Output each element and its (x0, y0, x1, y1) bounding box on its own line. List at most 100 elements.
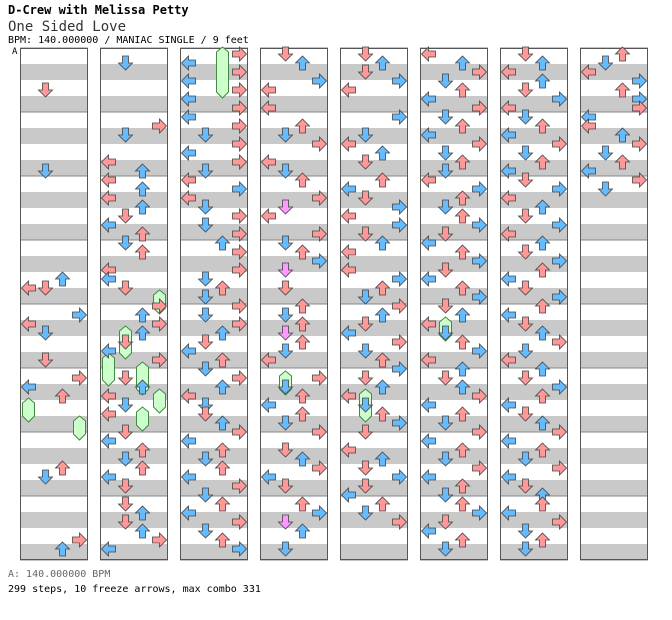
note-left-arrow (20, 379, 36, 395)
note-down-arrow (117, 334, 134, 350)
note-right-arrow (392, 469, 408, 485)
note-left-arrow (580, 163, 596, 179)
note-left-arrow (580, 118, 596, 134)
note-right-arrow (552, 217, 568, 233)
note-down-arrow (197, 397, 214, 413)
note-down-arrow (117, 208, 134, 224)
song-artist-title: D-Crew with Melissa Petty (8, 3, 189, 17)
note-up-arrow (534, 325, 551, 341)
note-left-arrow (340, 208, 356, 224)
beat-band (260, 544, 328, 560)
note-down-arrow (357, 46, 374, 62)
note-right-arrow (472, 505, 488, 521)
chart-meta: BPM: 140.000000 / MANIAC SINGLE / 9 feet (8, 35, 249, 46)
note-down-arrow (517, 109, 534, 125)
column-border (340, 48, 408, 560)
note-right-arrow (72, 307, 88, 323)
beat-band (180, 512, 248, 528)
note-down-arrow (37, 469, 54, 485)
note-left-arrow (500, 271, 516, 287)
note-left-arrow (100, 469, 116, 485)
beat-band (500, 512, 568, 528)
note-right-arrow (552, 253, 568, 269)
beat-band (580, 384, 648, 400)
beat-band (260, 352, 328, 368)
beat-band (20, 416, 88, 432)
beat-band (260, 64, 328, 80)
note-right-arrow (472, 64, 488, 80)
beat-band (500, 320, 568, 336)
note-left-arrow (500, 100, 516, 116)
note-left-arrow (180, 190, 196, 206)
note-right-arrow (152, 118, 168, 134)
beat-band (420, 288, 488, 304)
note-down-arrow (437, 514, 454, 530)
freeze-arrow (136, 406, 149, 432)
note-up-arrow (214, 496, 231, 512)
beat-band (420, 512, 488, 528)
beat-band (260, 160, 328, 176)
note-down-arrow (197, 163, 214, 179)
beat-band (500, 160, 568, 176)
note-up-arrow (214, 532, 231, 548)
note-down-arrow (37, 352, 54, 368)
beat-band (100, 320, 168, 336)
beat-band (340, 320, 408, 336)
beat-band (500, 352, 568, 368)
note-down-arrow (197, 271, 214, 287)
beat-band (420, 384, 488, 400)
note-right-arrow (392, 199, 408, 215)
note-right-arrow (392, 415, 408, 431)
note-down-arrow (117, 514, 134, 530)
note-down-arrow (277, 379, 294, 395)
note-down-arrow (197, 361, 214, 377)
note-down-arrow (517, 172, 534, 188)
note-down-arrow (197, 334, 214, 350)
beat-band (500, 384, 568, 400)
note-right-arrow (472, 136, 488, 152)
note-left-arrow (340, 325, 356, 341)
note-up-arrow (214, 415, 231, 431)
note-down-arrow (517, 244, 534, 260)
note-down-arrow (597, 55, 614, 71)
beat-band (420, 192, 488, 208)
note-down-arrow (437, 199, 454, 215)
note-right-arrow (232, 82, 248, 98)
note-up-arrow (294, 55, 311, 71)
note-left-arrow (100, 406, 116, 422)
note-up-arrow (614, 127, 631, 143)
note-left-arrow (500, 190, 516, 206)
note-left-arrow (180, 343, 196, 359)
beat-band (20, 64, 88, 80)
note-right-arrow (472, 289, 488, 305)
beat-band (180, 416, 248, 432)
beat-band (180, 224, 248, 240)
beat-band (340, 544, 408, 560)
note-down-arrow (357, 316, 374, 332)
note-left-arrow (100, 217, 116, 233)
note-down-arrow (517, 46, 534, 62)
note-right-arrow (392, 217, 408, 233)
beat-band (340, 448, 408, 464)
note-left-arrow (260, 469, 276, 485)
freeze-arrow (216, 46, 229, 99)
note-down-arrow (357, 190, 374, 206)
beat-band (180, 288, 248, 304)
note-right-arrow (152, 316, 168, 332)
beat-band (100, 352, 168, 368)
note-up-arrow (454, 82, 471, 98)
note-down-arrow (517, 370, 534, 386)
note-right-arrow (472, 388, 488, 404)
beat-band (20, 320, 88, 336)
beat-band (500, 416, 568, 432)
note-down-arrow (197, 451, 214, 467)
column-border (580, 48, 648, 560)
note-down-arrow (517, 478, 534, 494)
beat-band (340, 416, 408, 432)
beat-band (420, 352, 488, 368)
note-down-arrow (597, 145, 614, 161)
beat-band (100, 512, 168, 528)
note-right-arrow (472, 343, 488, 359)
note-up-arrow (454, 361, 471, 377)
note-right-arrow (232, 226, 248, 242)
